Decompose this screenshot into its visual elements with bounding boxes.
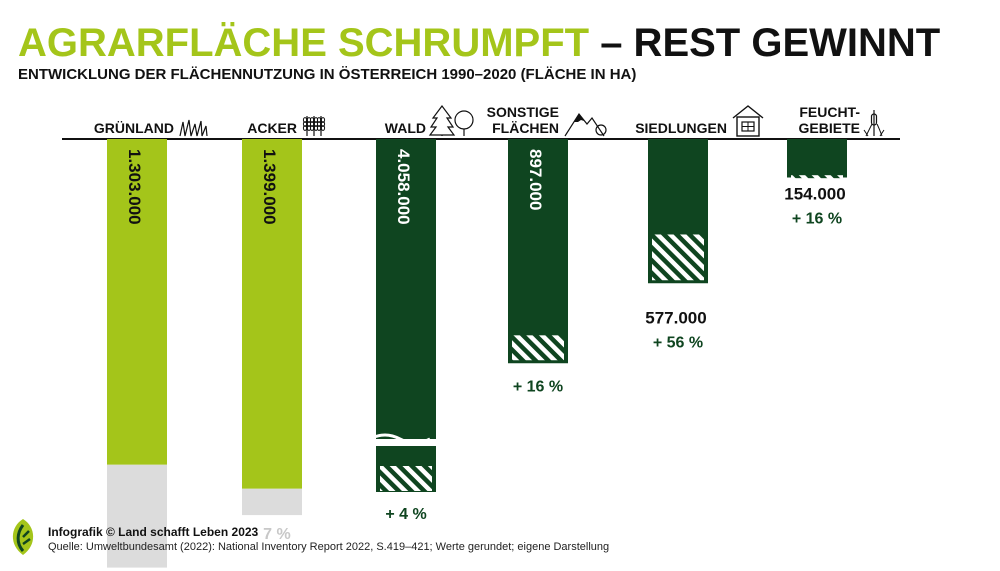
category-label-group: GRÜNLAND [94, 119, 208, 137]
gain-segment [652, 234, 704, 281]
wheat-icon [302, 116, 326, 136]
mountain-icon [564, 112, 607, 137]
category-label: GEBIETE [799, 120, 860, 136]
loss-segment [107, 464, 167, 568]
title-dark-part: – REST GEWINNT [589, 21, 941, 65]
footer-source: Quelle: Umweltbundesamt (2022): National… [48, 541, 610, 553]
value-label: 897.000 [526, 149, 545, 210]
title-green-part: AGRARFLÄCHE SCHRUMPFT [18, 21, 590, 65]
category-label: ACKER [247, 120, 297, 136]
axis-break-wave [369, 433, 431, 445]
change-label: - 7 % [253, 526, 290, 543]
loss-segment [242, 488, 302, 516]
change-label: + 56 % [653, 334, 703, 351]
house-icon [732, 105, 764, 137]
bar [508, 139, 568, 364]
category-label: FLÄCHEN [492, 120, 559, 136]
gain-segment [380, 466, 432, 491]
footer: Infografik © Land schafft Leben 2023 Que… [48, 524, 609, 555]
category-label: GRÜNLAND [94, 120, 174, 136]
category-label: WALD [385, 120, 426, 136]
category-label-group: ACKER [247, 116, 326, 136]
gain-segment [791, 175, 843, 179]
gain-segment [512, 335, 564, 361]
value-label: 577.000 [645, 308, 706, 327]
category-label: SONSTIGE [487, 104, 559, 120]
trees-icon [428, 105, 474, 136]
category-label: FEUCHT- [799, 104, 860, 120]
bar [242, 139, 302, 489]
bar-group-grünland [107, 139, 167, 568]
page-title: AGRARFLÄCHE SCHRUMPFT – REST GEWINNT [18, 20, 940, 66]
change-label: + 16 % [792, 211, 842, 228]
category-label: SIEDLUNGEN [635, 120, 727, 136]
bar-group-wald [369, 139, 436, 492]
value-label: 154.000 [784, 185, 845, 204]
bar-group-acker [242, 139, 302, 516]
value-label: 1.399.000 [260, 149, 279, 225]
category-label-group: FEUCHT-GEBIETE [799, 104, 885, 137]
bar [107, 139, 167, 465]
bar-group-sonstige [508, 139, 568, 364]
change-label: + 4 % [385, 506, 426, 523]
change-label: + 16 % [513, 378, 563, 395]
bar-group-feucht [787, 139, 847, 179]
grass-icon [179, 119, 208, 137]
leaf-logo-icon [12, 519, 34, 555]
cattail-icon [863, 110, 885, 137]
category-label-group: SIEDLUNGEN [635, 105, 764, 137]
bar [787, 139, 847, 178]
category-label-group: WALD [385, 105, 474, 136]
bar [376, 139, 436, 439]
footer-credit: Infografik © Land schafft Leben 2023 [48, 525, 259, 539]
bar-group-siedlungen [648, 139, 708, 284]
value-label: 1.303.000 [125, 149, 144, 225]
page-subtitle: ENTWICKLUNG DER FLÄCHENNUTZUNG IN ÖSTERR… [18, 66, 637, 83]
value-label: 4.058.000 [394, 149, 413, 225]
